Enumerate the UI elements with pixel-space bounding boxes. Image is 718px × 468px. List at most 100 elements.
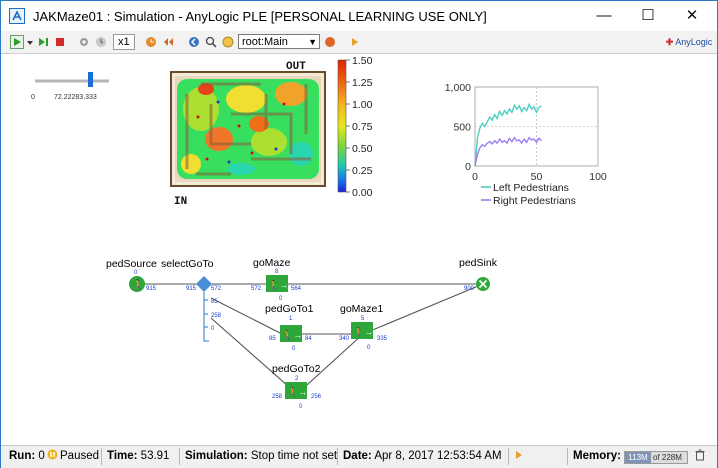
status-separator — [508, 448, 509, 465]
slider-thumb[interactable] — [88, 72, 93, 87]
gomaze-bottom: 0 — [279, 296, 283, 302]
colorbar-tick-label: 1.50 — [352, 55, 373, 67]
link-select-pedgoto2 — [210, 317, 298, 395]
chart-legend-label: Left Pedestrians — [493, 182, 569, 194]
node-selectgoto[interactable]: selectGoTo 915 572 85 258 0 — [161, 258, 222, 332]
memory-bar: 113M of 228M — [624, 451, 688, 464]
run-button[interactable] — [9, 34, 25, 50]
status-separator — [567, 448, 568, 465]
root-agent-icon[interactable] — [221, 34, 235, 50]
maze-density-map: OUT IN — [170, 61, 326, 208]
pedsink-label: pedSink — [459, 257, 498, 269]
run-dropdown-icon[interactable] — [26, 34, 34, 50]
run-label: Run: — [9, 450, 36, 462]
gomaze-top: 8 — [275, 269, 279, 275]
pedsource-out: 915 — [146, 286, 157, 292]
real-time-icon[interactable] — [162, 34, 176, 50]
status-forward-icon[interactable] — [514, 449, 524, 464]
trash-icon[interactable] — [695, 449, 705, 464]
layer-icon[interactable] — [323, 34, 337, 50]
pedsource-label: pedSource — [106, 258, 157, 270]
node-pedsource[interactable]: 🚶 pedSource 0 915 — [106, 258, 157, 292]
pedgoto1-in: 85 — [269, 336, 276, 342]
node-pedsink[interactable]: pedSink 900 — [459, 257, 498, 292]
simulation-canvas: 0 72.22283.333 — [1, 54, 717, 444]
pedestrian-exit-icon: 🚶→ — [287, 386, 307, 397]
pedgoto1-out: 84 — [305, 336, 312, 342]
close-button[interactable]: ✕ — [685, 7, 699, 24]
anylogic-logo-mark: ✚ — [665, 36, 674, 47]
run-state: Paused — [60, 450, 100, 462]
status-bar: Run: 0 Paused Time: 53.91 Simulation: St… — [1, 445, 717, 468]
experiment-select[interactable]: root:Main ▼ — [238, 34, 320, 49]
canvas-svg: 0 72.22283.333 — [31, 55, 607, 410]
node-pedgoto2[interactable]: 🚶→ pedGoTo2 2 258 256 0 — [272, 363, 322, 410]
pedsource-count: 0 — [134, 270, 138, 276]
chart-legend-label: Right Pedestrians — [493, 195, 576, 207]
chart-x-tick-label: 100 — [589, 171, 607, 183]
stop-button[interactable] — [53, 34, 67, 50]
colorbar-tick-label: 0.50 — [352, 143, 373, 155]
pedgoto1-bottom: 0 — [292, 346, 296, 352]
settings-icon[interactable] — [77, 34, 91, 50]
window-title: JAKMaze01 : Simulation - AnyLogic PLE [P… — [33, 9, 487, 24]
gomaze1-top: 5 — [361, 316, 365, 322]
slider-min-label: 0 — [31, 94, 35, 101]
pedgoto2-out: 256 — [311, 394, 322, 400]
select-output-ports — [203, 292, 209, 342]
anylogic-app-icon — [9, 8, 25, 24]
colorbar-tick-label: 1.00 — [352, 99, 373, 111]
memory-used: 113M — [625, 452, 651, 463]
speed-up-icon[interactable] — [144, 34, 158, 50]
gomaze-in: 572 — [251, 286, 262, 292]
step-button[interactable] — [37, 34, 51, 50]
pedgoto2-bottom: 0 — [299, 404, 303, 410]
navigate-back-icon[interactable] — [187, 34, 201, 50]
colorbar-tick-label: 0.25 — [352, 165, 373, 177]
minimize-button[interactable]: — — [596, 7, 612, 24]
simulation-value: Stop time not set — [250, 450, 338, 462]
pedestrian-exit-icon: 🚶→ — [268, 279, 288, 290]
simulation-label: Simulation: — [185, 450, 248, 462]
date-value: Apr 8, 2017 12:53:54 AM — [374, 450, 502, 462]
gomaze1-in: 340 — [339, 336, 350, 342]
status-separator — [179, 448, 180, 465]
link-gomaze1-sink — [362, 283, 484, 335]
play-forward-icon[interactable] — [348, 34, 362, 50]
selectgoto-out1: 572 — [211, 286, 222, 292]
node-pedgoto1[interactable]: 🚶→ pedGoTo1 1 85 84 0 — [265, 303, 314, 352]
flowchart-links — [137, 283, 484, 395]
pedgoto2-top: 2 — [295, 376, 299, 382]
pedgoto2-label: pedGoTo2 — [272, 363, 321, 375]
chevron-down-icon: ▼ — [308, 37, 317, 47]
selectgoto-out4: 0 — [211, 326, 215, 332]
inspect-icon[interactable] — [204, 34, 218, 50]
node-gomaze1[interactable]: 🚶→ goMaze1 5 340 335 0 — [339, 303, 388, 351]
colorbar-tick-label: 0.00 — [352, 187, 373, 199]
density-color-scale: 1.50 1.25 1.00 0.75 0.50 0.25 0.00 — [337, 55, 373, 199]
pedsink-in: 900 — [464, 286, 475, 292]
run-value: 0 — [38, 450, 45, 462]
time-value: 53.91 — [140, 450, 170, 462]
link-pedgoto2-gomaze1 — [296, 333, 364, 395]
sink-x-icon — [478, 279, 488, 289]
chart-y-tick-label: 500 — [453, 122, 471, 134]
slow-down-icon[interactable] — [94, 34, 108, 50]
slider-max-label: 72.22283.333 — [54, 94, 97, 101]
paused-icon — [47, 449, 58, 463]
gomaze1-out: 335 — [377, 336, 388, 342]
selectgoto-in: 915 — [186, 286, 197, 292]
pedgoto1-label: pedGoTo1 — [265, 303, 314, 315]
chart-series-line — [474, 102, 542, 167]
date-label: Date: — [343, 450, 372, 462]
pedestrian-exit-icon: 🚶→ — [282, 329, 302, 340]
chart-x-tick-label: 0 — [472, 171, 478, 183]
time-slider[interactable]: 0 72.22283.333 — [31, 72, 109, 101]
node-gomaze[interactable]: 🚶→ goMaze 8 572 564 0 — [251, 257, 302, 302]
speed-indicator: x1 — [113, 34, 135, 50]
maximize-button[interactable]: ☐ — [641, 7, 655, 24]
memory-label: Memory: — [573, 450, 621, 462]
colorbar-tick-label: 1.25 — [352, 77, 373, 89]
